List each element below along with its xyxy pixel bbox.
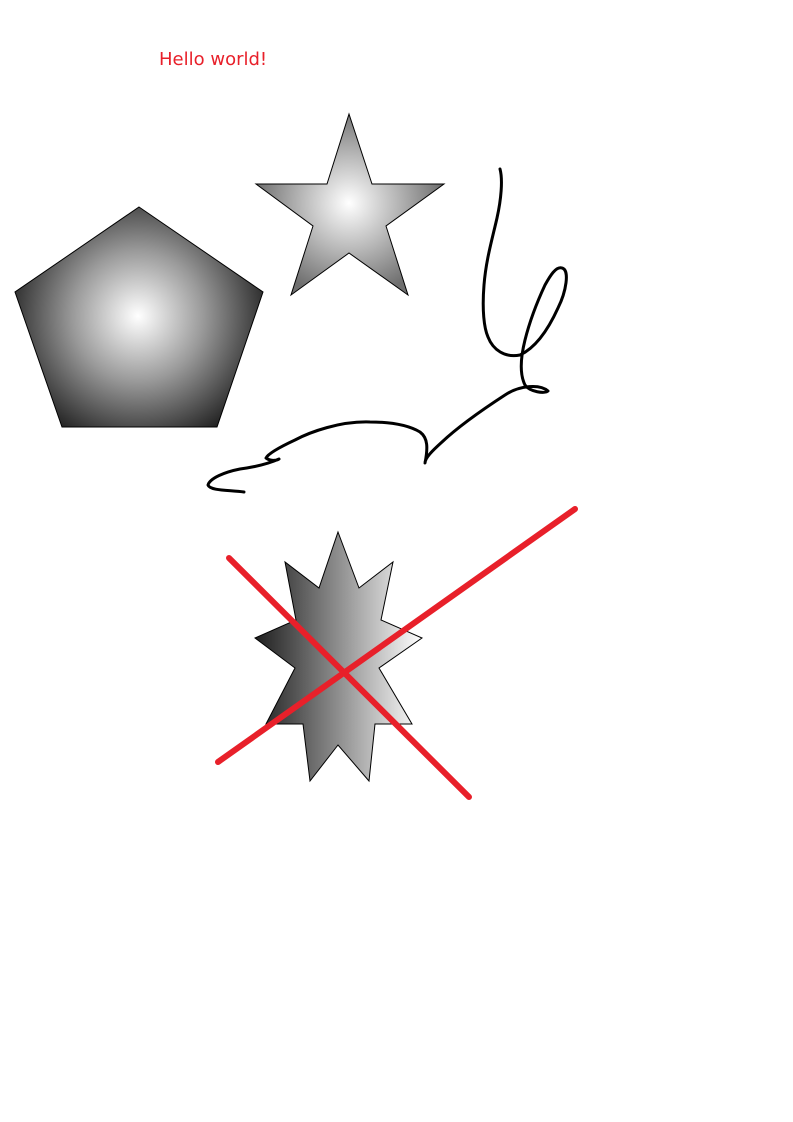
red-cross-stroke-2[interactable] [215, 506, 578, 765]
star-shape[interactable] [254, 112, 446, 297]
red-cross-stroke-1[interactable] [226, 555, 472, 800]
freehand-curve[interactable] [206, 167, 568, 494]
pentagon-shape[interactable] [14, 206, 264, 428]
hello-world-text: Hello world! [159, 49, 268, 70]
nine-point-star-shape[interactable] [254, 530, 424, 783]
